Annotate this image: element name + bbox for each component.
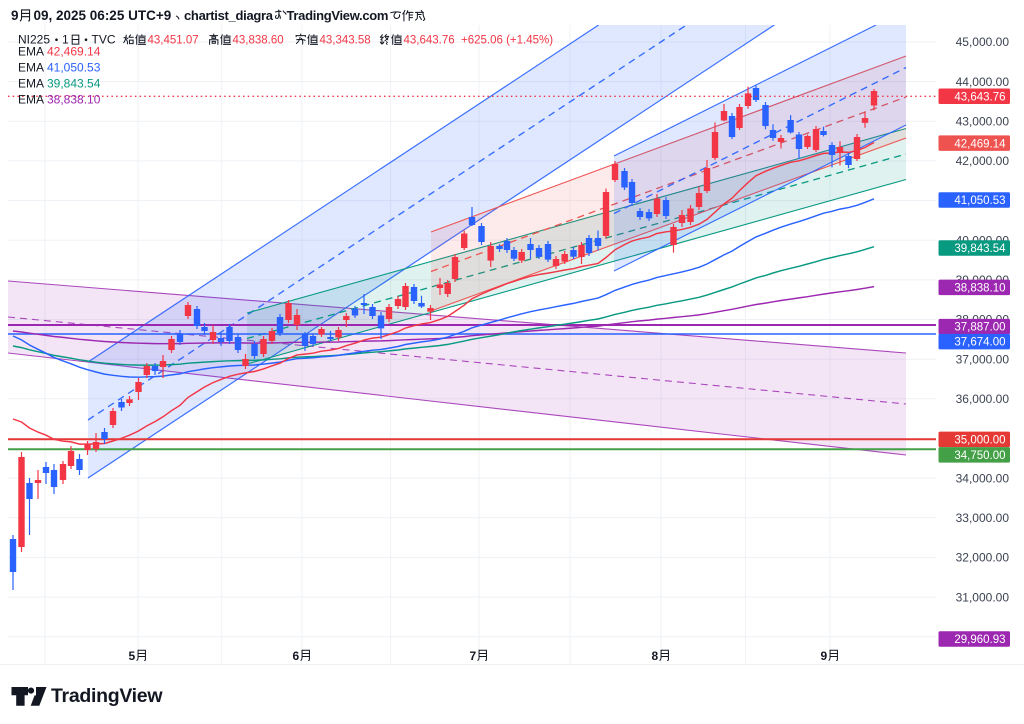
svg-text:34,750.00: 34,750.00 <box>954 450 1005 462</box>
svg-text:38,838.10: 38,838.10 <box>954 282 1005 294</box>
svg-text:44,000.00: 44,000.00 <box>956 75 1010 89</box>
svg-text:43,643.76: 43,643.76 <box>404 35 455 47</box>
svg-text:1: 1 <box>62 33 69 47</box>
svg-text:39,843.54: 39,843.54 <box>954 243 1006 255</box>
svg-text:31,000.00: 31,000.00 <box>956 590 1010 604</box>
svg-text:43,000.00: 43,000.00 <box>956 115 1010 129</box>
svg-text:9: 9 <box>11 8 19 23</box>
svg-text:6: 6 <box>293 649 300 663</box>
svg-text:43,451.07: 43,451.07 <box>148 35 199 47</box>
svg-text:42,000.00: 42,000.00 <box>956 154 1010 168</box>
svg-text:36,000.00: 36,000.00 <box>956 392 1010 406</box>
svg-text:37,887.00: 37,887.00 <box>954 322 1005 334</box>
svg-text:EMA: EMA <box>18 92 44 106</box>
svg-text:34,000.00: 34,000.00 <box>956 471 1010 485</box>
svg-text:35,000.00: 35,000.00 <box>954 434 1005 446</box>
svg-text:41,050.53: 41,050.53 <box>954 195 1005 207</box>
svg-text:09, 2025 06:25 UTC+9: 09, 2025 06:25 UTC+9 <box>34 8 172 23</box>
svg-text:+625.06 (+1.45%): +625.06 (+1.45%) <box>461 35 553 47</box>
svg-text:7: 7 <box>470 649 477 663</box>
svg-text:TradingView.com: TradingView.com <box>287 8 389 23</box>
svg-text:9: 9 <box>821 649 828 663</box>
svg-text:41,050.53: 41,050.53 <box>47 60 101 74</box>
svg-text:43,643.76: 43,643.76 <box>954 91 1005 103</box>
svg-text:TradingView: TradingView <box>51 685 163 707</box>
svg-text:37,674.00: 37,674.00 <box>954 337 1005 349</box>
svg-text:chartist_diagra: chartist_diagra <box>184 8 274 23</box>
svg-text:NI225: NI225 <box>18 33 50 47</box>
svg-text:45,000.00: 45,000.00 <box>956 35 1010 49</box>
svg-text:42,469.14: 42,469.14 <box>47 44 101 58</box>
svg-text:38,838.10: 38,838.10 <box>47 92 101 106</box>
svg-text:39,843.54: 39,843.54 <box>47 76 101 90</box>
svg-text:43,343.58: 43,343.58 <box>320 35 371 47</box>
svg-text:EMA: EMA <box>18 60 44 74</box>
svg-text:8: 8 <box>652 649 659 663</box>
svg-text:32,000.00: 32,000.00 <box>956 551 1010 565</box>
svg-text:29,960.93: 29,960.93 <box>954 634 1005 646</box>
svg-text:37,000.00: 37,000.00 <box>956 352 1010 366</box>
svg-text:43,838.60: 43,838.60 <box>233 35 284 47</box>
svg-text:EMA: EMA <box>18 76 44 90</box>
svg-text:42,469.14: 42,469.14 <box>954 138 1006 150</box>
svg-text:TVC: TVC <box>92 33 116 47</box>
svg-text:33,000.00: 33,000.00 <box>956 511 1010 525</box>
svg-text:EMA: EMA <box>18 44 44 58</box>
svg-text:5: 5 <box>129 649 136 663</box>
